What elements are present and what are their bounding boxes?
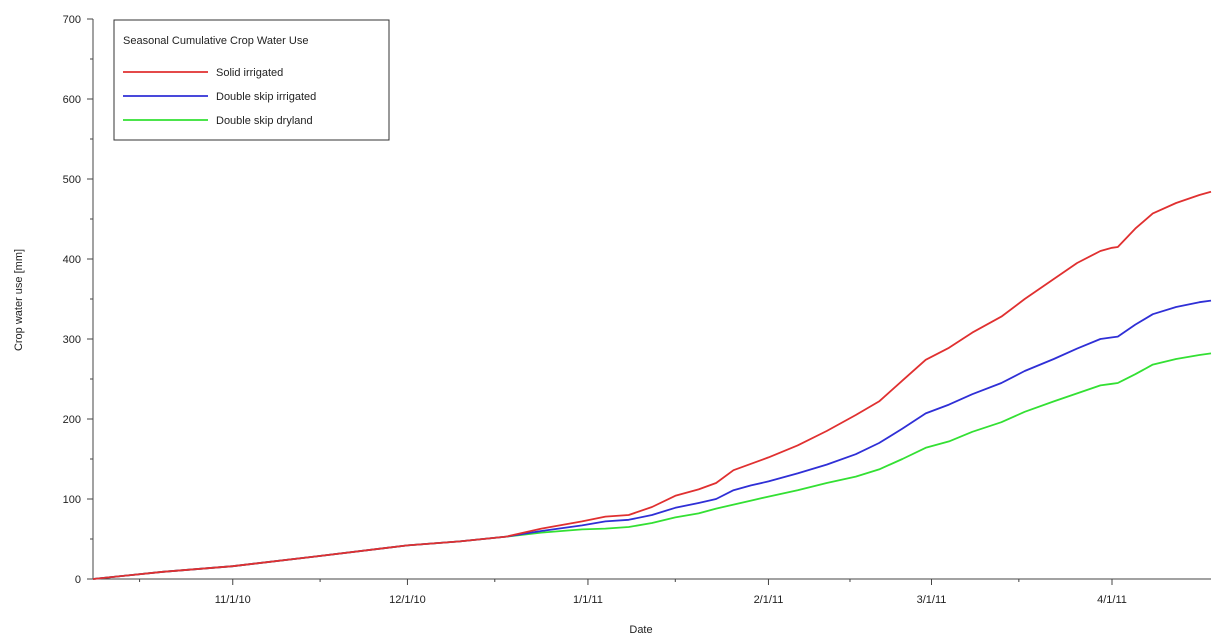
y-tick-label: 300 (63, 334, 81, 346)
x-tick-label: 1/1/11 (573, 594, 603, 606)
y-axis-label: Crop water use [mm] (13, 249, 25, 351)
x-tick-label: 11/1/10 (215, 594, 251, 606)
y-tick-label: 700 (63, 14, 81, 26)
x-axis-label: Date (629, 624, 652, 636)
axes: 0 100 200 300 400 500 600 700 11/1/10 12/1/10 1/1/… (63, 14, 1211, 606)
legend-title: Seasonal Cumulative Crop Water Use (123, 35, 308, 47)
x-tick-label: 12/1/10 (389, 594, 426, 606)
legend-label: Double skip dryland (216, 115, 313, 127)
x-tick-label: 4/1/11 (1097, 594, 1127, 606)
y-tick-label: 200 (63, 414, 81, 426)
series-line-double-skip-dryland (92, 352, 1212, 580)
legend: Seasonal Cumulative Crop Water Use Solid… (113, 19, 390, 141)
y-tick-label: 100 (63, 494, 81, 506)
y-tick-label: 600 (63, 94, 81, 106)
x-tick-label: 2/1/11 (754, 594, 784, 606)
y-tick-label: 0 (75, 574, 81, 586)
legend-items: Solid irrigated Double skip irrigated Doub… (123, 67, 316, 127)
y-tick-label: 400 (63, 254, 81, 266)
legend-label: Solid irrigated (216, 67, 283, 79)
series-layer (92, 190, 1212, 580)
legend-label: Double skip irrigated (216, 91, 316, 103)
y-tick-label: 500 (63, 174, 81, 186)
series-line-solid-irrigated (92, 190, 1212, 580)
x-tick-label: 3/1/11 (917, 594, 947, 606)
series-line-double-skip-irrigated (92, 299, 1212, 580)
